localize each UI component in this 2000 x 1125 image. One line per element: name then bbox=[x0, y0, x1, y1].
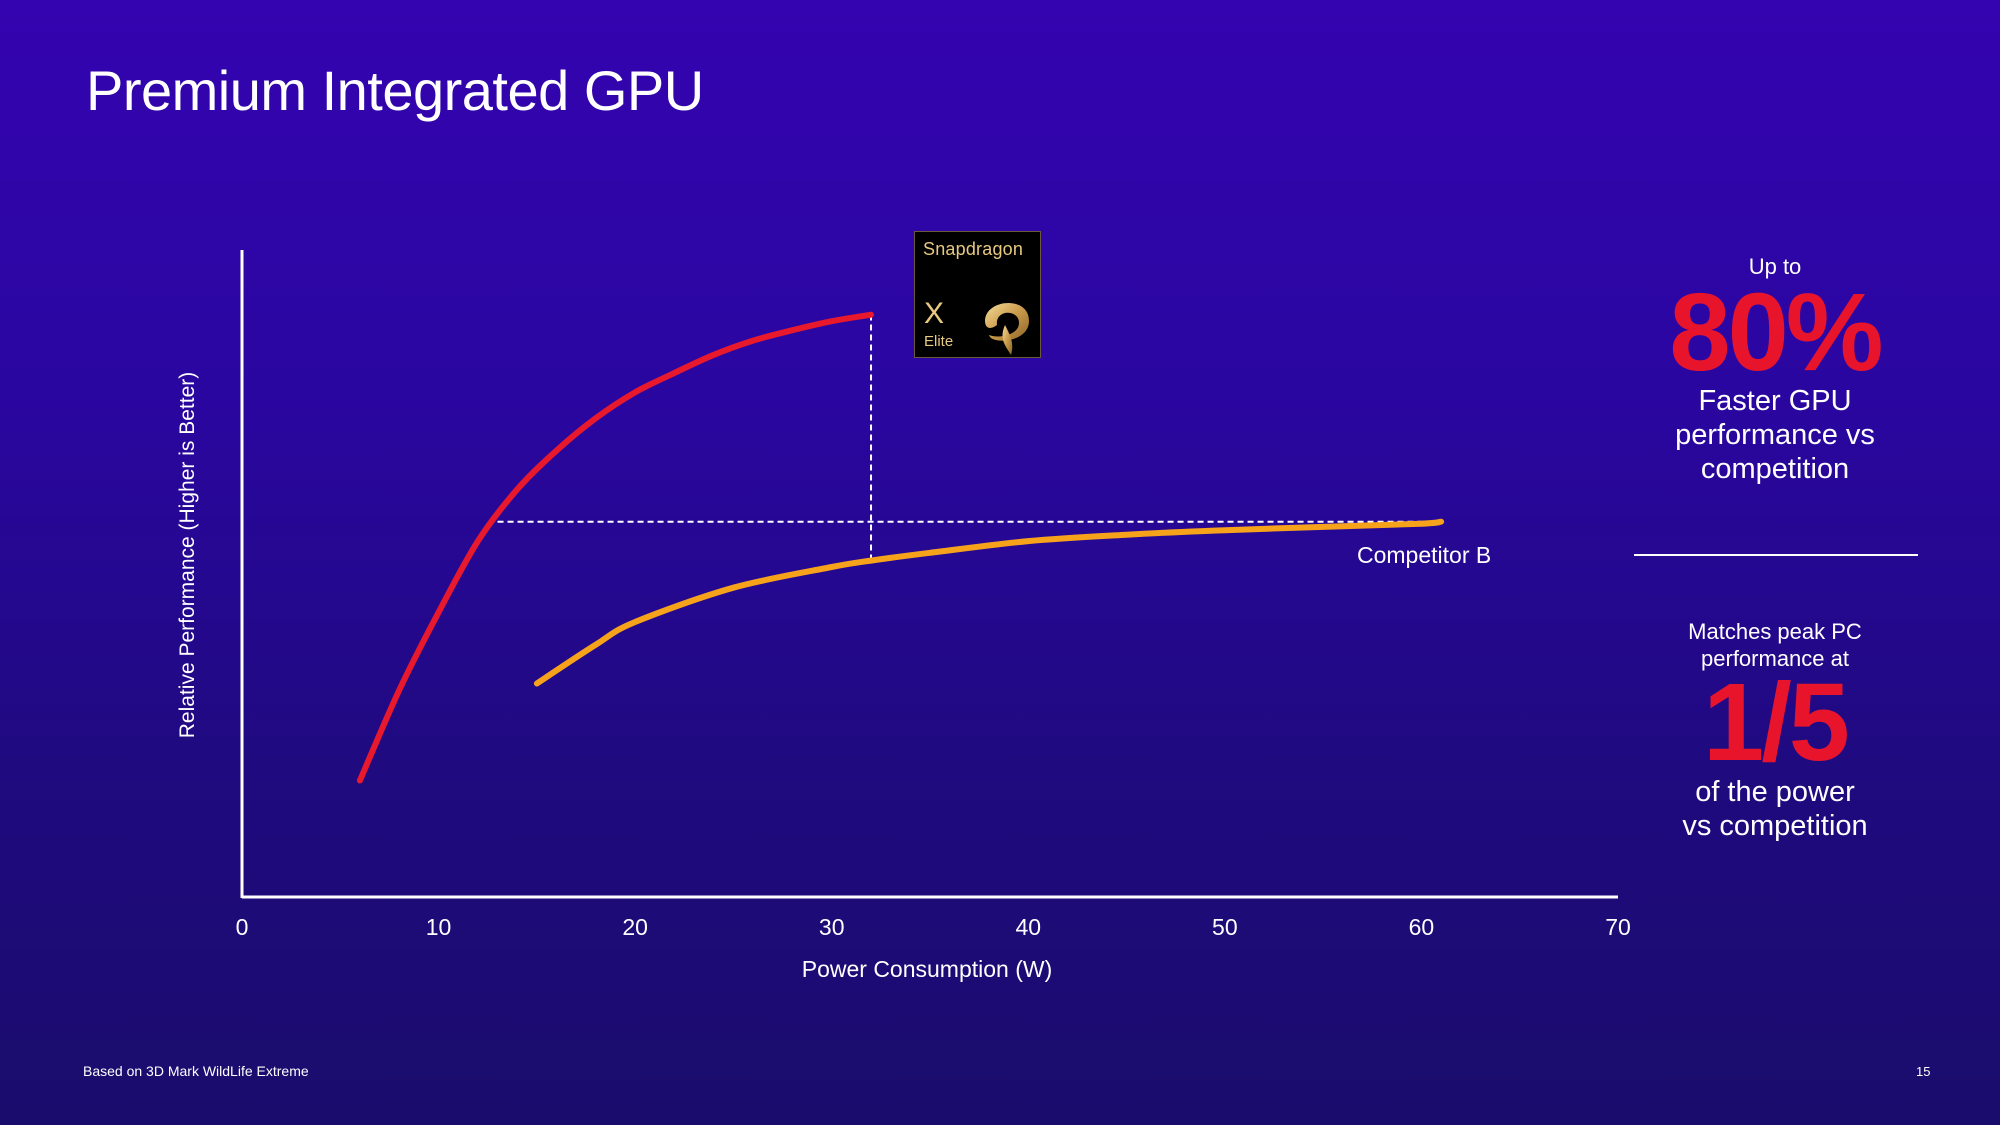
page-number: 15 bbox=[1916, 1064, 1931, 1079]
callout-1-description: Faster GPU performance vs competition bbox=[1620, 384, 1930, 486]
reference-lines bbox=[497, 314, 1442, 561]
x-tick-label: 20 bbox=[622, 914, 648, 940]
footnote: Based on 3D Mark WildLife Extreme bbox=[83, 1063, 309, 1079]
callout-2-prefix-line: Matches peak PC bbox=[1688, 619, 1862, 644]
badge-tier: Elite bbox=[924, 333, 954, 350]
callout-2-line: of the power bbox=[1695, 776, 1855, 808]
x-tick-label: 40 bbox=[1015, 914, 1041, 940]
x-tick-label: 30 bbox=[819, 914, 845, 940]
callout-divider bbox=[1634, 554, 1918, 556]
snapdragon-x-elite-badge: Snapdragon X Elite bbox=[914, 231, 1041, 358]
series-label-competitor-b: Competitor B bbox=[1357, 542, 1491, 568]
callout-2-prefix-line: performance at bbox=[1701, 646, 1849, 671]
callout-2-value: 1/5 bbox=[1703, 661, 1850, 784]
callout-1-line: Faster GPU bbox=[1698, 385, 1852, 417]
chart-series bbox=[356, 311, 1445, 784]
snapdragon-logo-icon bbox=[985, 302, 1029, 355]
callout-1-line: competition bbox=[1700, 453, 1850, 485]
badge-model: X bbox=[924, 297, 945, 330]
callout-1-value: 80% bbox=[1669, 271, 1883, 394]
chart-axes bbox=[240, 250, 1618, 899]
page-title: Premium Integrated GPU bbox=[86, 59, 704, 122]
callout-2-description: of the power vs competition bbox=[1620, 775, 1930, 843]
x-tick-label: 10 bbox=[426, 914, 452, 940]
x-tick-label: 50 bbox=[1212, 914, 1238, 940]
callout-2-prefix: Matches peak PC performance at bbox=[1620, 618, 1930, 672]
x-axis-label: Power Consumption (W) bbox=[802, 956, 1053, 982]
callout-1-prefix: Up to bbox=[1748, 254, 1802, 279]
series-line-snapdragon-x-elite bbox=[356, 311, 874, 784]
y-axis-label: Relative Performance (Higher is Better) bbox=[176, 372, 199, 738]
x-tick-labels: 0 10 20 30 40 50 60 70 bbox=[236, 914, 1631, 940]
x-tick-label: 0 bbox=[236, 914, 249, 940]
x-tick-label: 70 bbox=[1605, 914, 1631, 940]
x-tick-label: 60 bbox=[1409, 914, 1435, 940]
badge-brand: Snapdragon bbox=[923, 239, 1024, 259]
callout-2-line: vs competition bbox=[1682, 810, 1868, 842]
callout-1-line: performance vs bbox=[1675, 419, 1875, 451]
series-line-competitor-b bbox=[533, 518, 1445, 687]
